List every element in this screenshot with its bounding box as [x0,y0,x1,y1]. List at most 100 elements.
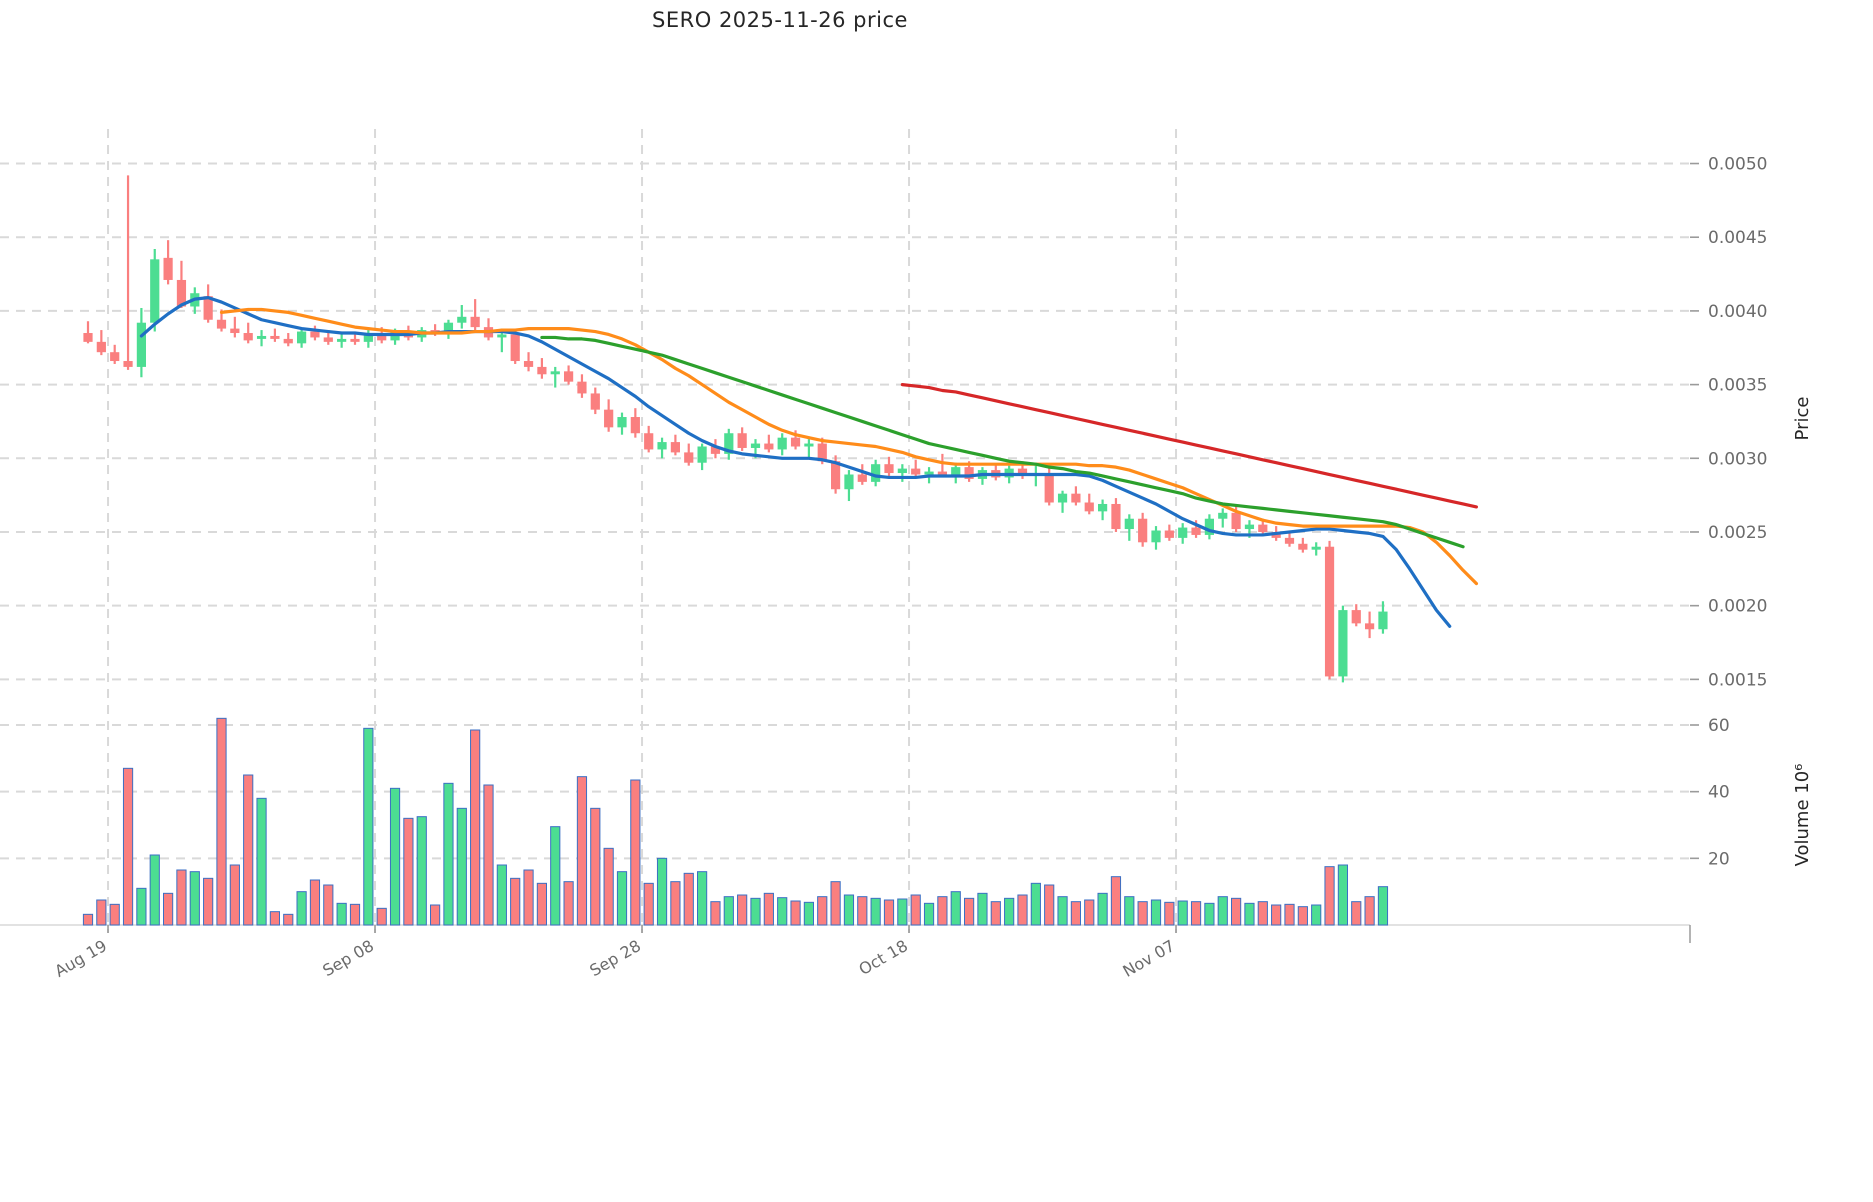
volume-bar [630,779,641,926]
volume-bar [897,898,908,926]
candle-body [297,331,307,344]
volume-bar [616,871,628,926]
volume-bar [750,897,761,926]
volume-bar [1164,901,1175,926]
candle-body [510,334,520,362]
volume-bar [1030,882,1041,926]
volume-bar [576,776,588,926]
volume-bar [1231,897,1242,926]
candle-body [1044,473,1054,503]
volume-bar [243,774,254,926]
volume-bar [163,892,174,926]
candle-body [1231,512,1241,530]
volume-bar [510,877,521,926]
volume-bar [496,864,507,926]
volume-bar [1097,892,1108,926]
candle-body [497,334,507,338]
volume-bar [883,899,895,926]
candle-body [564,371,574,382]
candle-body [470,316,480,328]
volume-bar [563,881,574,926]
volume-bar [1311,904,1322,926]
volume-bar [470,729,481,926]
volume-bar [203,877,214,926]
volume-bar [216,717,227,926]
candle-body [844,474,854,490]
ma-line-ma_mid [219,307,1479,586]
candle-body [924,471,934,475]
candle-body [937,471,947,475]
candle-body [1178,527,1188,538]
candle-body [1365,623,1375,630]
candle-body [230,328,240,334]
volume-bar [723,896,734,926]
candle-body [804,443,814,447]
candle-body [203,296,213,320]
ma-line-ma_short [139,296,1452,628]
candle-body [457,316,467,323]
ma-line-ma_xlong [900,383,1479,509]
volume-bar [990,901,1001,926]
candle-body [857,474,867,482]
price-tick-label: 0.0015 [1708,670,1767,690]
volume-bar [109,903,120,926]
candle-body [817,443,827,462]
candle-body [83,333,93,342]
ma-line-ma_long [540,335,1465,549]
candle-body [1204,518,1214,535]
candle-body [644,433,654,450]
candle-body [737,433,747,448]
volume-bar [1284,903,1295,926]
candle-body [1071,493,1081,503]
volume-bar [857,896,868,926]
candle-body [790,437,801,447]
candle-body [710,446,721,454]
volume-bar [1271,904,1282,926]
volume-axis-ticks: 60 40 20 [1690,716,1730,869]
volume-bar [82,913,94,926]
candle-body [256,335,267,339]
price-tick-label: 0.0050 [1708,155,1767,175]
candle-body [777,437,787,450]
volume-bar [643,882,654,926]
volume-bar [269,911,280,926]
volume-bar [803,901,814,926]
date-tick-label: Oct 18 [856,936,911,979]
candle-body [110,352,120,362]
candle-body [323,337,333,342]
volume-bar [697,871,708,926]
price-tick-label: 0.0025 [1708,523,1767,543]
candle-body [1378,611,1388,630]
candle-body [363,333,373,342]
volume-bar [149,854,160,926]
candle-body [176,279,187,307]
volume-bar [1324,866,1335,926]
candle-body [310,331,320,338]
volume-bar [1244,902,1255,926]
candle-body [911,468,921,475]
volume-bar [229,864,240,926]
volume-bar [363,727,374,926]
volume-bar [656,857,668,926]
candle-body [550,371,560,375]
volume-bar [977,892,988,926]
candle-body [577,381,587,394]
candle-body [617,417,627,428]
candle-body [270,335,280,339]
candle-body [604,409,614,428]
volume-bar [790,900,801,926]
volume-bar [1044,884,1055,926]
grid-lines [0,129,1691,943]
candle-body [1244,524,1255,530]
volume-bar [189,871,200,926]
candle-body [350,338,360,342]
volume-bar [777,897,788,926]
volume-bar [403,817,414,926]
volume-bar [1070,901,1082,926]
price-tick-label: 0.0030 [1708,449,1767,469]
candle-body [443,322,454,334]
volume-bar [1364,896,1375,926]
candle-body [657,442,667,450]
chart-title: SERO 2025-11-26 price [652,8,908,32]
volume-bar [670,881,681,926]
